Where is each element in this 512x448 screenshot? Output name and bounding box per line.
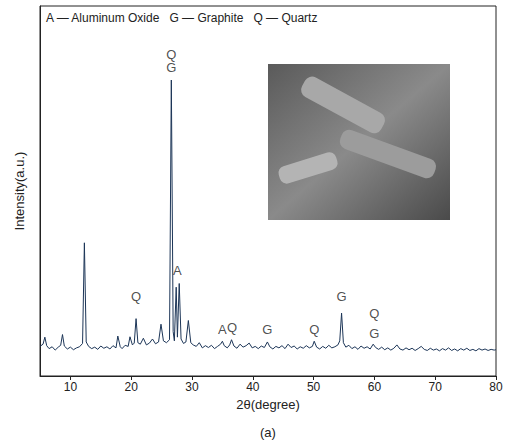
svg-text:(a): (a) <box>260 425 276 440</box>
svg-text:A — Aluminum Oxide G — Graph: A — Aluminum Oxide G — Graphite Q — Quar… <box>46 11 317 25</box>
svg-text:2θ(degree): 2θ(degree) <box>236 397 300 412</box>
svg-text:A: A <box>173 263 182 278</box>
svg-text:G: G <box>262 322 272 337</box>
svg-text:20: 20 <box>125 380 139 394</box>
svg-text:Q: Q <box>131 289 141 304</box>
svg-text:Q: Q <box>309 322 319 337</box>
svg-text:80: 80 <box>489 380 503 394</box>
svg-text:50: 50 <box>307 380 321 394</box>
svg-text:A: A <box>218 322 227 337</box>
svg-text:30: 30 <box>185 380 199 394</box>
svg-text:Q: Q <box>369 306 379 321</box>
svg-text:Q: Q <box>166 46 177 62</box>
svg-text:70: 70 <box>429 380 443 394</box>
svg-text:G: G <box>166 60 176 75</box>
svg-text:10: 10 <box>64 380 78 394</box>
svg-text:Intensity(a.u.): Intensity(a.u.) <box>12 152 27 231</box>
svg-text:G: G <box>369 326 379 341</box>
svg-text:60: 60 <box>368 380 382 394</box>
svg-text:G: G <box>337 289 347 304</box>
svg-text:Q: Q <box>227 320 237 335</box>
svg-text:40: 40 <box>246 380 260 394</box>
